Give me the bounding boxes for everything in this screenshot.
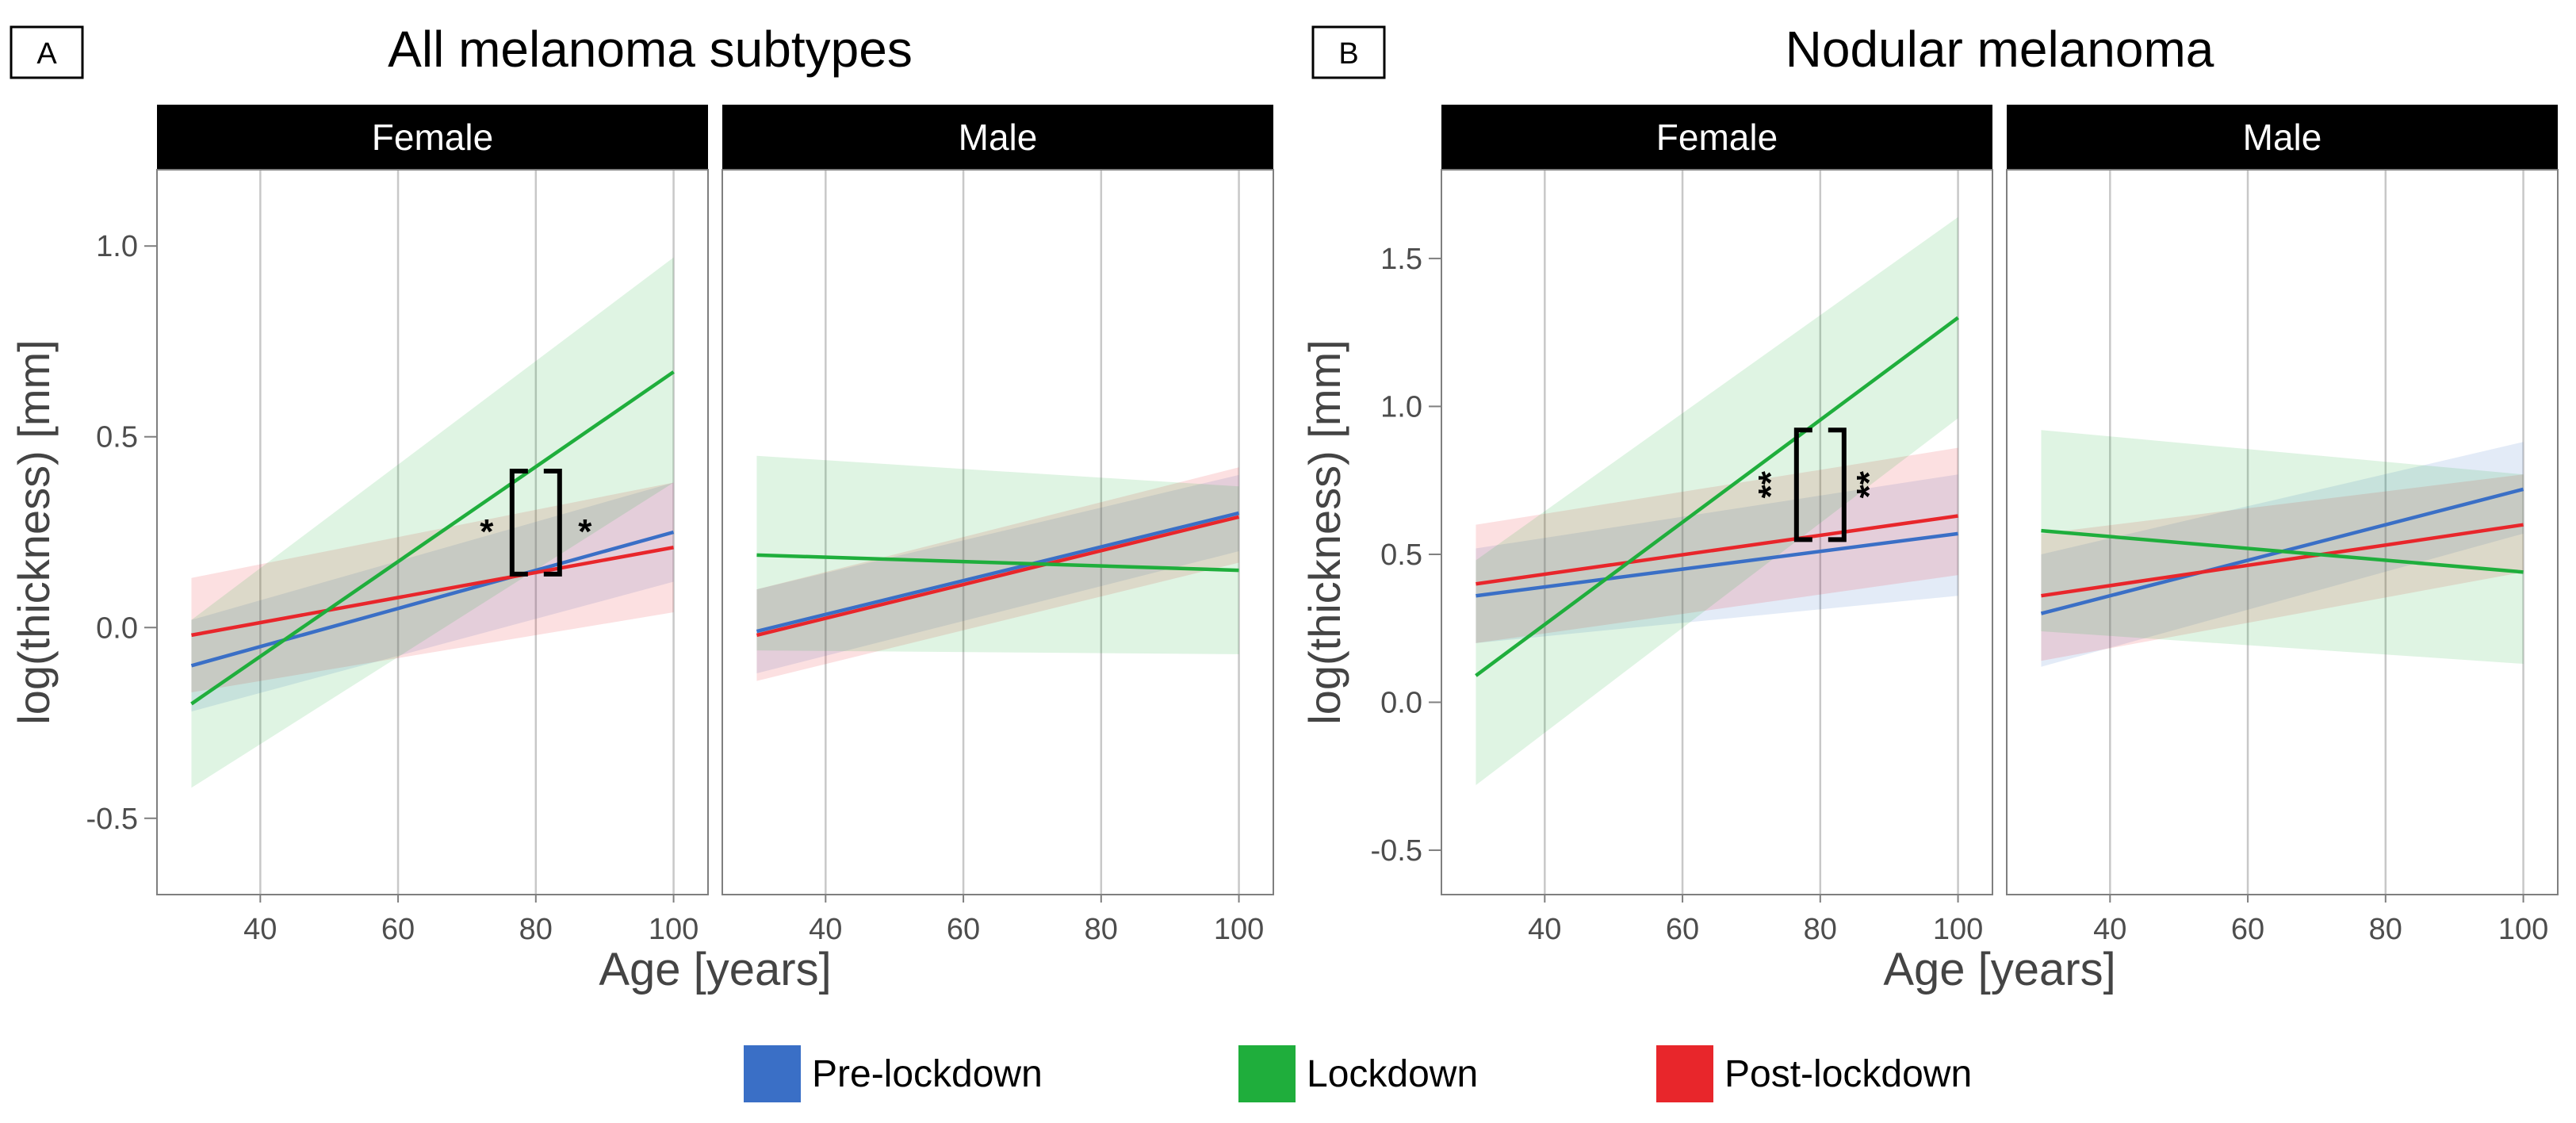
x-tick-label: 80: [1804, 913, 1837, 946]
ci-band-lockdown: [191, 257, 674, 788]
y-tick-label: 0.0: [96, 611, 138, 645]
y-tick-label: 0.5: [96, 421, 138, 454]
y-tick-label: -0.5: [86, 803, 138, 836]
series-line-pre: [1476, 531, 1958, 598]
x-tick-label: 80: [519, 913, 553, 946]
series-line-lockdown: [2041, 528, 2524, 574]
ci-band-post: [191, 482, 674, 693]
plot-frame: [722, 169, 1274, 895]
plot-frame: [156, 169, 709, 895]
facet-strip-label: Male: [959, 117, 1038, 158]
ci-band-pre: [191, 482, 674, 712]
significance-marker: **: [1850, 470, 1889, 498]
data-layer: [190, 257, 675, 788]
x-tick-label: 80: [2369, 913, 2402, 946]
series-line-lockdown: [756, 553, 1239, 573]
ci-band-lockdown: [2041, 430, 2524, 665]
plot-frame: [1441, 169, 1993, 895]
series-line-pre: [756, 511, 1240, 634]
x-tick-label: 60: [381, 913, 415, 946]
x-tick-label: 40: [243, 913, 277, 946]
x-tick-label: 80: [1085, 913, 1118, 946]
legend-label: Lockdown: [1307, 1053, 1478, 1095]
series-line-post: [191, 546, 674, 638]
ci-band-post: [756, 467, 1239, 681]
facet-strip-label: Male: [2243, 117, 2322, 158]
panel-b: B Nodular melanoma log(thickness) [mm] -0.5…: [1299, 21, 2559, 995]
panel-title: All melanoma subtypes: [388, 21, 913, 78]
facet-strip-label: Female: [372, 117, 493, 158]
y-tick-label: 1.5: [1380, 243, 1422, 276]
ci-band-pre: [1476, 474, 1958, 643]
panel-tag: B: [1338, 37, 1358, 71]
panel-tag-box: [10, 25, 84, 79]
x-tick-label: 100: [2498, 913, 2548, 946]
y-tick-label: 1.0: [1380, 390, 1422, 424]
panel-a: A All melanoma subtypes log(thickness) [mm…: [9, 21, 1274, 995]
x-tick-label: 100: [1214, 913, 1264, 946]
significance-marker: *: [480, 512, 494, 551]
facet-strip-label: Female: [1656, 117, 1778, 158]
x-tick-label: 100: [649, 913, 699, 946]
facet-male: Male 40 60 80 100: [2006, 105, 2559, 946]
series-line-lockdown: [1475, 316, 1959, 677]
data-layer: [2040, 430, 2524, 667]
facet-strip: [1441, 105, 1992, 170]
y-tick-label: 0.0: [1380, 687, 1422, 720]
y-tick-label: 1.0: [96, 230, 138, 263]
x-tick-label: 40: [809, 913, 842, 946]
facet-strip: [722, 105, 1273, 170]
plot-frame: [2006, 169, 2559, 895]
legend: Pre-lockdown Lockdown Post-lockdown: [744, 1045, 1972, 1102]
y-axis-label: log(thickness) [mm]: [1299, 339, 1349, 724]
series-line-post: [756, 515, 1240, 638]
series-line-pre: [190, 530, 675, 668]
significance-bracket-left: [1793, 427, 1812, 542]
legend-swatch-pre: [744, 1045, 801, 1102]
significance-bracket-right: [1828, 427, 1847, 542]
significance-marker: **: [1751, 470, 1790, 498]
ci-band-lockdown: [756, 455, 1239, 654]
x-tick-label: 40: [2093, 913, 2126, 946]
legend-label: Pre-lockdown: [812, 1053, 1043, 1095]
series-line-post: [1476, 514, 1958, 586]
legend-label: Post-lockdown: [1724, 1053, 1972, 1095]
panel-tag-box: [1311, 25, 1386, 79]
ci-band-post: [1476, 447, 1958, 643]
ci-band-pre: [756, 474, 1239, 673]
ci-band-lockdown: [1476, 217, 1958, 785]
significance-marker: *: [578, 512, 592, 551]
panel-title: Nodular melanoma: [1786, 21, 2214, 78]
plot-area: [1441, 170, 1992, 895]
x-axis-label: Age [years]: [1883, 944, 2115, 995]
panel-tag: A: [36, 37, 57, 71]
facet-strip: [2007, 105, 2558, 170]
significance-bracket-left: [509, 469, 528, 577]
facet-female: Female * * 40 60 80 100: [156, 105, 709, 946]
plot-area: [157, 170, 708, 895]
x-tick-label: 60: [2231, 913, 2264, 946]
data-layer: [1475, 217, 1959, 785]
y-tick-label: 0.5: [1380, 539, 1422, 572]
series-line-lockdown: [190, 370, 675, 706]
facet-male: Male 40 60 80 100: [722, 105, 1274, 946]
y-axis-label: log(thickness) [mm]: [9, 339, 59, 724]
legend-swatch-lockdown: [1238, 1045, 1296, 1102]
x-tick-label: 100: [1933, 913, 1983, 946]
series-line-post: [2041, 523, 2524, 598]
y-tick-label: -0.5: [1371, 834, 1422, 868]
ci-band-pre: [2041, 442, 2524, 667]
legend-swatch-post: [1656, 1045, 1713, 1102]
x-axis-label: Age [years]: [599, 944, 831, 995]
significance-bracket-right: [543, 469, 562, 577]
x-tick-label: 60: [1666, 913, 1699, 946]
facet-female: Female ** ** 40 60 80 100: [1441, 105, 1993, 946]
facet-strip: [157, 105, 708, 170]
x-tick-label: 60: [947, 913, 980, 946]
data-layer: [756, 455, 1240, 681]
x-tick-label: 40: [1528, 913, 1561, 946]
